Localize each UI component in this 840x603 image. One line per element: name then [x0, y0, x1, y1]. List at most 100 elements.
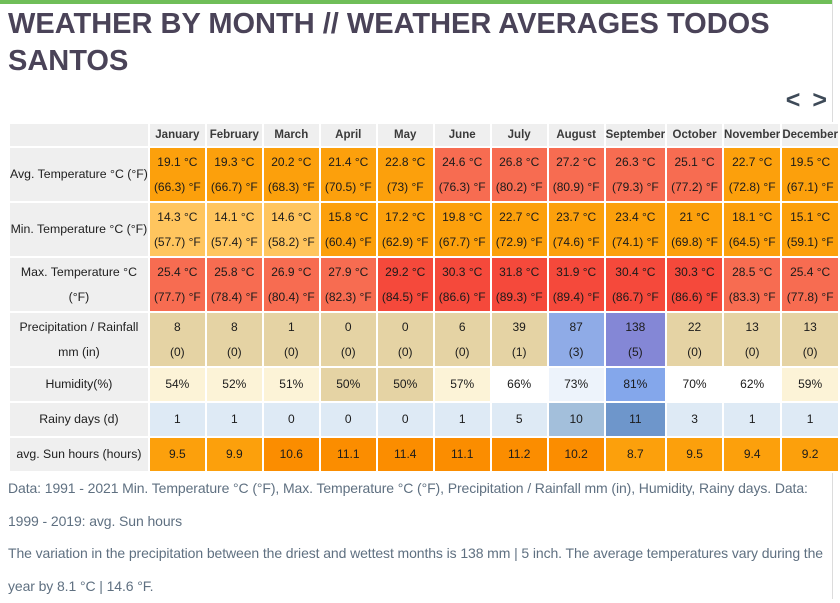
cell-precipitation-0: 8 (0) — [149, 313, 205, 366]
cell-humidity-1: 52% — [206, 368, 262, 401]
cell-humidity-4: 50% — [377, 368, 433, 401]
cell-humidity-10: 62% — [724, 368, 781, 401]
cell-humidity-7: 73% — [548, 368, 604, 401]
cell-max-temperature-4: 29.2 °C (84.5) °F — [377, 258, 433, 311]
cell-max-temperature-6: 31.8 °C (89.3) °F — [491, 258, 547, 311]
precipitation-variation-note: The variation in the precipitation betwe… — [8, 545, 823, 594]
row-label-rainy-days: Rainy days (d) — [10, 403, 148, 436]
cell-precipitation-1: 8 (0) — [206, 313, 262, 366]
cell-min-temperature-1: 14.1 °C (57.4) °F — [206, 203, 262, 256]
cell-rainy-days-3: 0 — [320, 403, 376, 436]
cell-max-temperature-0: 25.4 °C (77.7) °F — [149, 258, 205, 311]
month-header-august: August — [548, 124, 604, 146]
cell-sun-hours-1: 9.9 — [206, 438, 262, 471]
cell-min-temperature-3: 15.8 °C (60.4) °F — [320, 203, 376, 256]
month-header-march: March — [263, 124, 319, 146]
cell-humidity-11: 59% — [782, 368, 838, 401]
cell-max-temperature-3: 27.9 °C (82.3) °F — [320, 258, 376, 311]
row-label-avg-temperature: Avg. Temperature °C (°F) — [10, 148, 148, 201]
top-accent-bar — [0, 0, 832, 4]
cell-humidity-9: 70% — [667, 368, 723, 401]
cell-avg-temperature-8: 26.3 °C (79.3) °F — [605, 148, 666, 201]
cell-humidity-5: 57% — [434, 368, 490, 401]
month-header-september: September — [605, 124, 666, 146]
row-label-humidity: Humidity(%) — [10, 368, 148, 401]
cell-max-temperature-8: 30.4 °C (86.7) °F — [605, 258, 666, 311]
cell-precipitation-6: 39 (1) — [491, 313, 547, 366]
cell-rainy-days-4: 0 — [377, 403, 433, 436]
cell-min-temperature-8: 23.4 °C (74.1) °F — [605, 203, 666, 256]
row-label-precipitation: Precipitation / Rainfall mm (in) — [10, 313, 148, 366]
month-header-july: July — [491, 124, 547, 146]
cell-humidity-8: 81% — [605, 368, 666, 401]
cell-humidity-6: 66% — [491, 368, 547, 401]
cell-min-temperature-6: 22.7 °C (72.9) °F — [491, 203, 547, 256]
cell-max-temperature-7: 31.9 °C (89.4) °F — [548, 258, 604, 311]
cell-precipitation-10: 13 (0) — [724, 313, 781, 366]
next-arrow-button[interactable]: > — [812, 86, 827, 114]
cell-sun-hours-6: 11.2 — [491, 438, 547, 471]
month-header-february: February — [206, 124, 262, 146]
cell-min-temperature-0: 14.3 °C (57.7) °F — [149, 203, 205, 256]
cell-sun-hours-2: 10.6 — [263, 438, 319, 471]
row-label-max-temperature: Max. Temperature °C (°F) — [10, 258, 148, 311]
cell-humidity-3: 50% — [320, 368, 376, 401]
cell-rainy-days-8: 11 — [605, 403, 666, 436]
cell-min-temperature-11: 15.1 °C (59.1) °F — [782, 203, 838, 256]
cell-avg-temperature-3: 21.4 °C (70.5) °F — [320, 148, 376, 201]
cell-sun-hours-10: 9.4 — [724, 438, 781, 471]
month-header-april: April — [320, 124, 376, 146]
cell-min-temperature-5: 19.8 °C (67.7) °F — [434, 203, 490, 256]
cell-avg-temperature-9: 25.1 °C (77.2) °F — [667, 148, 723, 201]
month-header-june: June — [434, 124, 490, 146]
table-corner-cell — [10, 124, 148, 146]
cell-avg-temperature-10: 22.7 °C (72.8) °F — [724, 148, 781, 201]
cell-precipitation-8: 138 (5) — [605, 313, 666, 366]
table-nav-arrows: < > — [786, 86, 827, 114]
cell-sun-hours-11: 9.2 — [782, 438, 838, 471]
cell-precipitation-11: 13 (0) — [782, 313, 838, 366]
cell-max-temperature-1: 25.8 °C (78.4) °F — [206, 258, 262, 311]
month-header-october: October — [667, 124, 723, 146]
month-header-december: December — [782, 124, 838, 146]
cell-max-temperature-5: 30.3 °C (86.6) °F — [434, 258, 490, 311]
cell-rainy-days-1: 1 — [206, 403, 262, 436]
cell-avg-temperature-0: 19.1 °C (66.3) °F — [149, 148, 205, 201]
cell-rainy-days-9: 3 — [667, 403, 723, 436]
cell-humidity-2: 51% — [263, 368, 319, 401]
cell-humidity-0: 54% — [149, 368, 205, 401]
prev-arrow-button[interactable]: < — [785, 86, 801, 114]
cell-precipitation-4: 0 (0) — [377, 313, 433, 366]
cell-precipitation-3: 0 (0) — [320, 313, 376, 366]
month-header-may: May — [377, 124, 433, 146]
cell-max-temperature-2: 26.9 °C (80.4) °F — [263, 258, 319, 311]
weather-table: January February March April May June July Augu… — [8, 122, 840, 473]
cell-max-temperature-10: 28.5 °C (83.3) °F — [724, 258, 781, 311]
cell-min-temperature-4: 17.2 °C (62.9) °F — [377, 203, 433, 256]
row-label-sun-hours: avg. Sun hours (hours) — [10, 438, 148, 471]
page-title: WEATHER BY MONTH // WEATHER AVERAGES TOD… — [8, 8, 770, 77]
cell-avg-temperature-2: 20.2 °C (68.3) °F — [263, 148, 319, 201]
cell-rainy-days-6: 5 — [491, 403, 547, 436]
cell-sun-hours-8: 8.7 — [605, 438, 666, 471]
cell-min-temperature-7: 23.7 °C (74.6) °F — [548, 203, 604, 256]
cell-sun-hours-5: 11.1 — [434, 438, 490, 471]
cell-max-temperature-9: 30.3 °C (86.6) °F — [667, 258, 723, 311]
cell-min-temperature-9: 21 °C (69.8) °F — [667, 203, 723, 256]
cell-sun-hours-0: 9.5 — [149, 438, 205, 471]
cell-rainy-days-10: 1 — [724, 403, 781, 436]
cell-max-temperature-11: 25.4 °C (77.8) °F — [782, 258, 838, 311]
cell-rainy-days-2: 0 — [263, 403, 319, 436]
cell-rainy-days-5: 1 — [434, 403, 490, 436]
month-header-january: January — [149, 124, 205, 146]
cell-min-temperature-2: 14.6 °C (58.2) °F — [263, 203, 319, 256]
cell-sun-hours-4: 11.4 — [377, 438, 433, 471]
cell-sun-hours-7: 10.2 — [548, 438, 604, 471]
row-label-min-temperature: Min. Temperature °C (°F) — [10, 203, 148, 256]
cell-precipitation-9: 22 (0) — [667, 313, 723, 366]
data-source-note: Data: 1991 - 2021 Min. Temperature °C (°… — [8, 480, 808, 529]
cell-avg-temperature-5: 24.6 °C (76.3) °F — [434, 148, 490, 201]
cell-rainy-days-0: 1 — [149, 403, 205, 436]
cell-rainy-days-11: 1 — [782, 403, 838, 436]
cell-avg-temperature-7: 27.2 °C (80.9) °F — [548, 148, 604, 201]
